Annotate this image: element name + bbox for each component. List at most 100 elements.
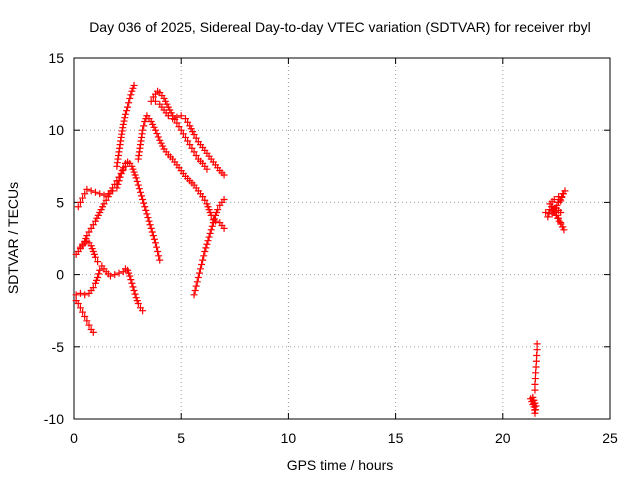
x-tick-label: 15	[388, 430, 404, 446]
data-point	[119, 120, 127, 128]
data-point	[194, 273, 202, 281]
data-point	[214, 206, 222, 214]
data-point	[151, 97, 159, 105]
x-axis-label: GPS time / hours	[287, 457, 394, 473]
data-point	[205, 233, 213, 241]
series-arc-3	[72, 262, 147, 315]
data-point	[132, 174, 140, 182]
data-point	[81, 190, 89, 198]
data-point	[100, 191, 108, 199]
series-arc-1	[72, 297, 97, 336]
data-point-interp	[192, 151, 200, 159]
data-point-interp	[179, 130, 187, 138]
data-point-interp	[119, 166, 127, 174]
chart-title: Day 036 of 2025, Sidereal Day-to-day VTE…	[89, 19, 591, 35]
data-point-interp	[208, 222, 216, 230]
data-point	[201, 247, 209, 255]
y-tick-label: 0	[56, 267, 64, 283]
data-point	[76, 198, 84, 206]
data-point-interp	[135, 185, 143, 193]
data-point-interp	[202, 244, 210, 252]
data-point	[126, 94, 134, 102]
x-tick-label: 5	[177, 430, 185, 446]
plot-frame	[73, 57, 611, 420]
data-point	[134, 299, 142, 307]
data-point-interp	[85, 228, 93, 236]
data-point-interp	[140, 199, 148, 207]
data-point-interp	[192, 134, 200, 142]
data-point-interp	[133, 177, 141, 185]
data-point-interp	[89, 221, 97, 229]
data-point-interp	[129, 283, 137, 291]
series-arc-6	[113, 81, 138, 170]
data-point-interp	[193, 278, 201, 286]
data-point	[181, 133, 189, 141]
data-point	[91, 253, 99, 261]
data-point	[151, 126, 159, 134]
data-point	[83, 232, 91, 240]
data-point-interp	[184, 137, 192, 145]
data-point	[177, 126, 185, 134]
data-point	[154, 247, 162, 255]
series-arc-10	[190, 196, 228, 299]
data-point	[100, 200, 108, 208]
data-point	[79, 308, 87, 316]
data-point-interp	[153, 243, 161, 251]
data-point	[72, 291, 80, 299]
data-point-interp	[95, 270, 103, 278]
data-point	[220, 171, 228, 179]
data-point	[196, 265, 204, 273]
data-point	[94, 273, 102, 281]
data-point	[542, 209, 550, 217]
series-arc-5	[76, 162, 129, 251]
data-point	[139, 307, 147, 315]
data-point-interp	[150, 235, 158, 243]
data-point	[130, 81, 138, 89]
data-point-interp	[123, 107, 131, 115]
data-point	[190, 131, 198, 139]
data-point	[139, 126, 147, 134]
data-point	[130, 286, 138, 294]
data-point	[85, 321, 93, 329]
data-point	[87, 187, 95, 195]
data-point	[156, 256, 164, 264]
data-point	[544, 213, 552, 221]
data-point-interp	[195, 269, 203, 277]
data-point	[94, 258, 102, 266]
data-point-interp	[102, 196, 110, 204]
data-point	[190, 291, 198, 299]
data-point	[113, 177, 121, 185]
data-point-interp	[125, 99, 133, 107]
data-point	[128, 279, 136, 287]
data-point	[121, 110, 129, 118]
data-point	[96, 266, 104, 274]
data-point	[529, 393, 537, 401]
data-point	[76, 289, 84, 297]
data-point	[106, 272, 114, 280]
x-tick-label: 0	[70, 430, 78, 446]
data-markers	[72, 81, 569, 417]
data-point	[220, 196, 228, 204]
data-point	[192, 282, 200, 290]
data-point-interp	[120, 117, 128, 125]
y-tick-label: 10	[48, 122, 64, 138]
data-point	[203, 165, 211, 173]
data-point-interp	[140, 122, 148, 130]
data-point-interp	[206, 229, 214, 237]
data-point	[111, 271, 119, 279]
data-point-interp	[201, 196, 209, 204]
data-point	[81, 291, 89, 299]
data-point	[173, 113, 181, 121]
data-point-interp	[138, 192, 146, 200]
data-point	[76, 304, 84, 312]
data-point-interp	[198, 260, 206, 268]
data-point	[203, 240, 211, 248]
data-point-interp	[148, 228, 156, 236]
data-point	[557, 209, 565, 217]
data-point	[209, 219, 217, 227]
data-point	[134, 181, 142, 189]
data-point-interp	[154, 133, 162, 141]
y-tick-label: 5	[56, 194, 64, 210]
data-point	[79, 194, 87, 202]
